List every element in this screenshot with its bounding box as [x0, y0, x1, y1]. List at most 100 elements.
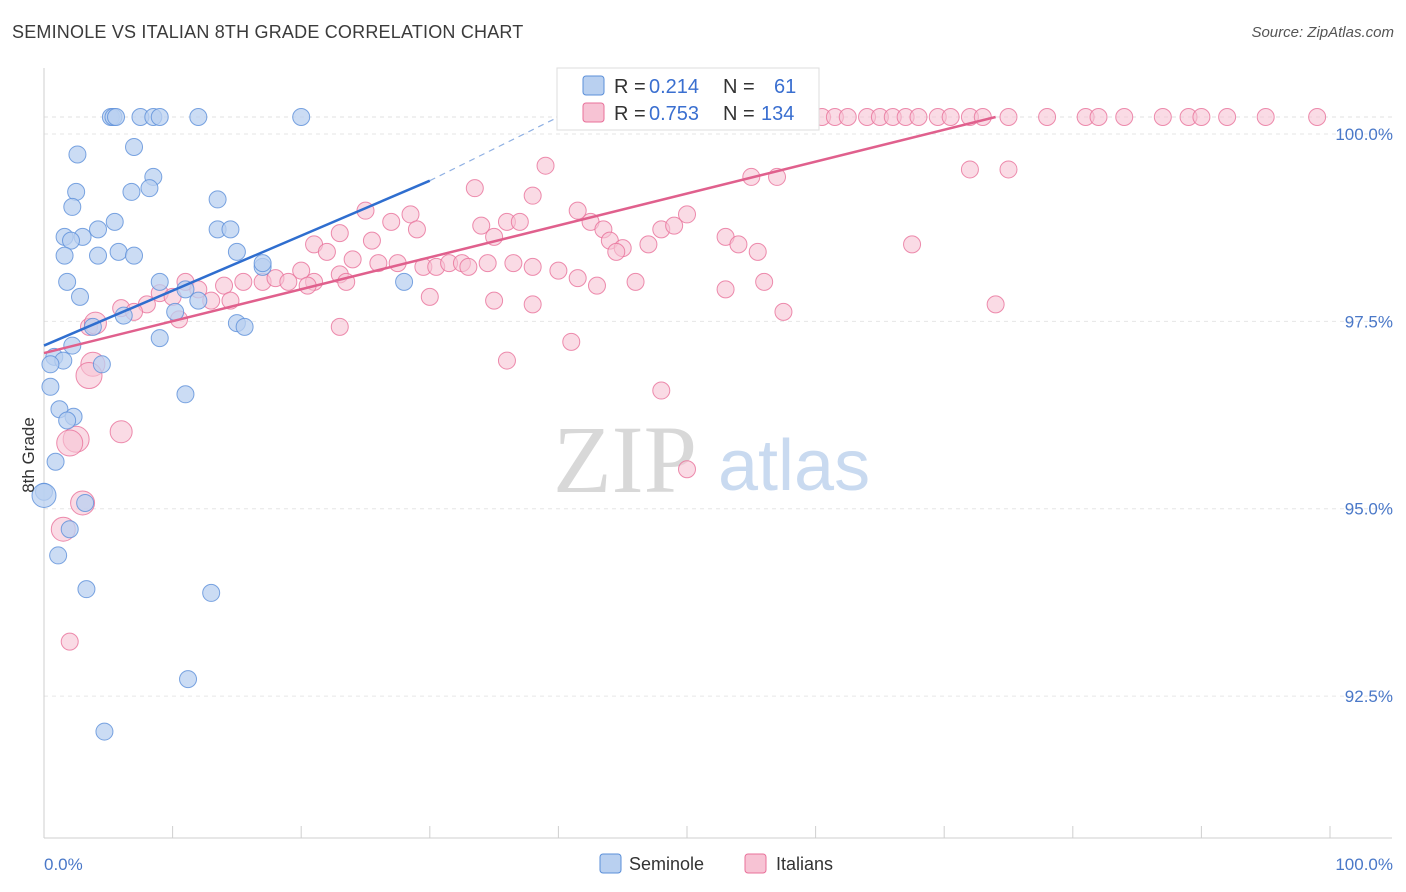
italians-point — [523, 295, 542, 314]
italians-trend-line — [43, 115, 996, 355]
stats-n-value-seminole: 61 — [774, 76, 796, 98]
seminole-point — [179, 670, 198, 689]
italians-point — [420, 287, 439, 306]
seminole-point — [41, 355, 60, 374]
seminole-point — [76, 493, 95, 512]
italians-point — [678, 460, 696, 479]
legend-italians-label: Italians — [776, 854, 833, 874]
seminole-points — [31, 107, 414, 741]
seminole-point — [55, 246, 74, 265]
seminole-point — [208, 190, 227, 209]
italians-point — [626, 272, 645, 291]
italians-point — [587, 276, 606, 295]
italians-point — [909, 107, 928, 126]
stats-n-label-seminole: N = — [723, 76, 755, 98]
italians-point — [774, 302, 793, 321]
italians-point — [1218, 107, 1237, 126]
italians-point — [903, 235, 922, 254]
italians-point — [755, 272, 774, 291]
seminole-point — [176, 385, 195, 404]
stats-legend: R = 0.214 N = 61 R = 0.753 N = 134 — [556, 67, 820, 131]
seminole-point — [41, 377, 60, 396]
italians-point — [986, 295, 1005, 314]
italians-point — [1089, 107, 1108, 126]
seminole-point — [31, 482, 57, 508]
seminole-point — [122, 182, 141, 201]
italians-point — [465, 179, 484, 198]
seminole-point — [395, 272, 414, 291]
italians-point — [665, 216, 684, 235]
italians-point — [343, 250, 362, 269]
italians-point — [459, 257, 478, 276]
italians-point — [330, 317, 349, 336]
italians-point — [999, 160, 1018, 179]
y-tick-label: 95.0% — [1345, 500, 1393, 519]
italians-point — [748, 242, 767, 261]
italians-point — [1153, 107, 1172, 126]
italians-point — [568, 201, 587, 220]
y-tick-label: 100.0% — [1335, 125, 1393, 144]
tick-labels: 100.0% 97.5% 95.0% 92.5% 0.0% 100.0% — [44, 125, 1393, 874]
italians-point — [401, 205, 420, 224]
stats-r-value-italians: 0.753 — [649, 103, 699, 125]
legend-italians-swatch — [744, 853, 767, 874]
italians-point — [1192, 107, 1211, 126]
seminole-point — [292, 107, 311, 126]
seminole-point — [77, 580, 96, 599]
italians-points — [50, 107, 1327, 651]
italians-point — [999, 107, 1018, 126]
x-tick-label: 100.0% — [1335, 855, 1393, 874]
chart-title: SEMINOLE VS ITALIAN 8TH GRADE CORRELATIO… — [12, 22, 524, 42]
grid-lines — [44, 116, 1392, 697]
seminole-trend-line — [43, 179, 431, 347]
italians-point — [485, 291, 504, 310]
italians-point — [652, 381, 671, 400]
italians-point — [407, 220, 426, 239]
italians-point — [549, 261, 568, 280]
seminole-point — [107, 107, 126, 126]
stats-r-value-seminole: 0.214 — [649, 76, 699, 98]
trend-lines — [43, 115, 996, 355]
italians-point — [56, 429, 84, 457]
seminole-point — [71, 287, 90, 306]
stats-r-label-italians: R = — [614, 103, 646, 125]
seminole-point — [189, 291, 208, 310]
italians-point — [838, 107, 857, 126]
italians-point — [523, 257, 542, 276]
italians-point — [317, 242, 336, 261]
italians-point — [330, 224, 349, 243]
seminole-point — [46, 452, 65, 471]
italians-point — [1308, 107, 1327, 126]
seminole-point — [62, 231, 81, 250]
seminole-point — [92, 355, 111, 374]
italians-point — [504, 254, 523, 273]
italians-point — [568, 269, 587, 288]
italians-point — [678, 205, 696, 224]
series-legend: Seminole Italians — [599, 853, 833, 874]
stats-n-value-italians: 134 — [761, 103, 794, 125]
italians-point — [729, 235, 748, 254]
italians-point — [369, 254, 388, 273]
italians-point — [472, 216, 491, 235]
y-tick-label: 92.5% — [1345, 687, 1393, 706]
seminole-swatch — [582, 75, 605, 96]
seminole-point — [49, 546, 68, 565]
seminole-point — [150, 107, 169, 126]
seminole-point — [89, 246, 108, 265]
watermark: ZIP atlas — [553, 406, 870, 513]
seminole-point — [63, 197, 82, 216]
italians-point — [215, 276, 234, 295]
seminole-point — [253, 254, 272, 273]
stats-r-label-seminole: R = — [614, 76, 646, 98]
seminole-point — [150, 272, 169, 291]
seminole-point — [150, 329, 169, 348]
stats-n-label-italians: N = — [723, 103, 755, 125]
italians-point — [109, 420, 133, 444]
seminole-point — [235, 317, 254, 336]
seminole-point — [60, 520, 79, 539]
italians-point — [941, 107, 960, 126]
legend-seminole-label: Seminole — [629, 854, 704, 874]
italians-point — [382, 212, 401, 231]
italians-point — [234, 272, 253, 291]
